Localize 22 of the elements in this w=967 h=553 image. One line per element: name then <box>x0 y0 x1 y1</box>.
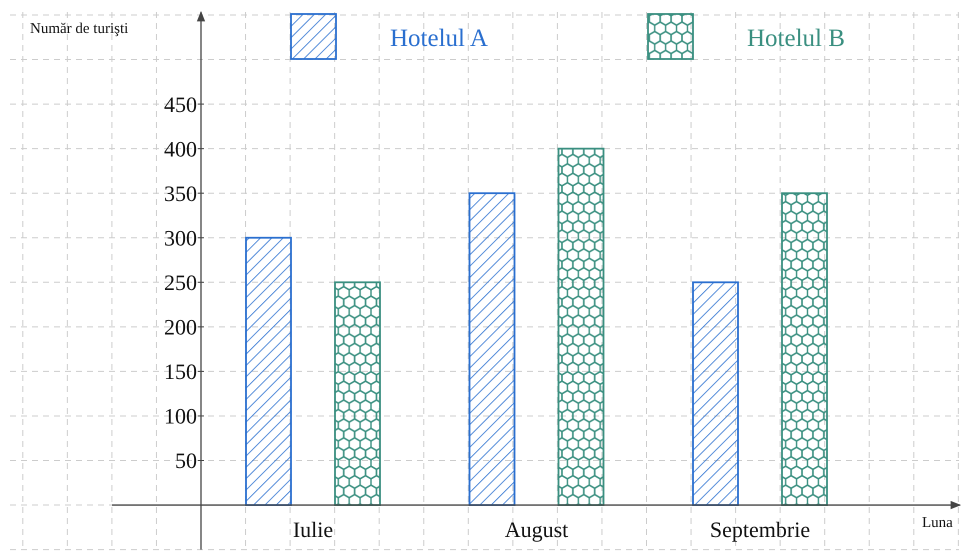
y-tick-label: 400 <box>164 136 197 162</box>
y-tick-label: 200 <box>164 314 197 340</box>
y-tick-label: 250 <box>164 270 197 295</box>
x-tick-label: August <box>504 517 568 542</box>
y-tick-label: 50 <box>175 448 197 474</box>
y-tick-label: 100 <box>164 404 197 429</box>
bar <box>558 148 604 506</box>
y-tick-label: 350 <box>164 180 197 206</box>
x-tick-label: Iulie <box>292 517 334 542</box>
bar <box>245 236 292 506</box>
legend-label: Hotelul B <box>747 24 845 52</box>
legend-label: Hotelul A <box>390 24 488 52</box>
bar <box>692 281 739 506</box>
y-tick-label: 150 <box>164 359 197 384</box>
x-axis-title: Luna <box>922 515 954 531</box>
bar <box>334 281 381 506</box>
y-tick-label: 300 <box>164 225 197 250</box>
bar <box>781 192 828 506</box>
y-axis-title: Număr de turişti <box>30 21 128 37</box>
y-tick-label: 450 <box>164 92 197 117</box>
x-tick-label: Septembrie <box>710 517 810 542</box>
bar <box>468 192 516 506</box>
